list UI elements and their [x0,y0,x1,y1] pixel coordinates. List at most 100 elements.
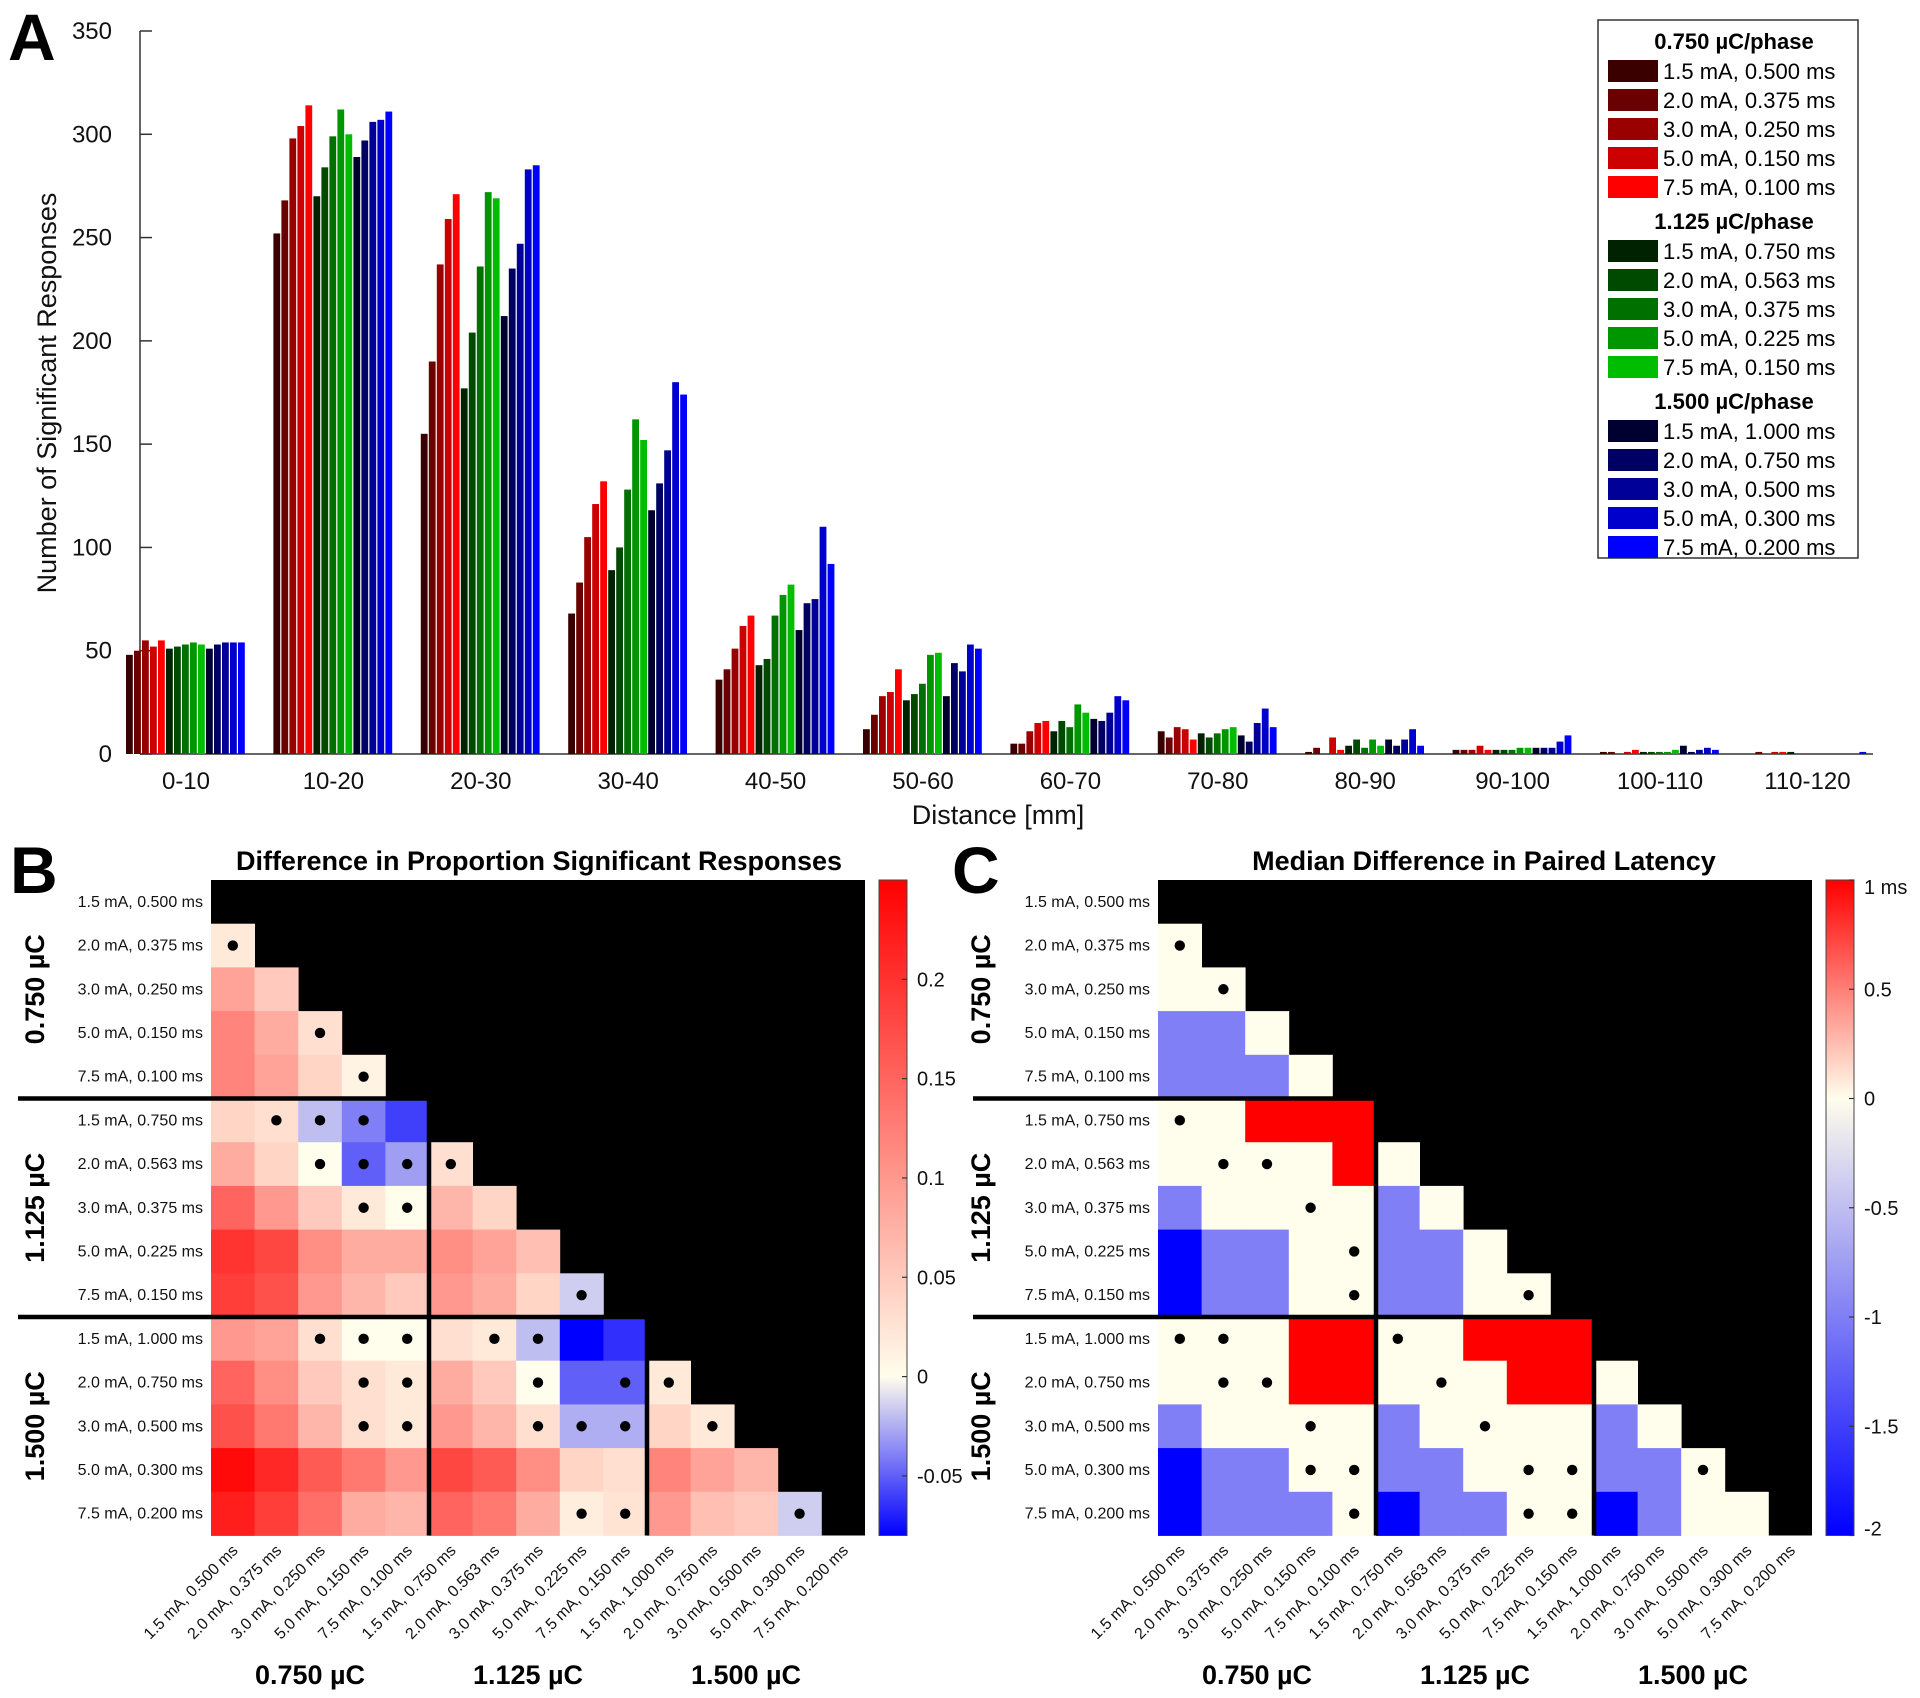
row-label: 7.5 mA, 0.150 ms [1025,1287,1150,1304]
row-label: 5.0 mA, 0.225 ms [78,1243,203,1260]
row-label: 7.5 mA, 0.150 ms [78,1287,203,1304]
heatmap-cell [1376,1273,1420,1318]
bar [174,646,181,754]
heatmap-cell [1594,1448,1638,1493]
legend-entry-label: 2.0 mA, 0.563 ms [1663,268,1835,293]
legend-swatch [1608,176,1658,198]
heatmap-cell [211,1098,255,1143]
heatmap-cell [1506,1317,1551,1362]
significance-dot [1349,1508,1360,1519]
row-label: 2.0 mA, 0.750 ms [1025,1375,1150,1392]
bar [1165,737,1173,754]
bar [1564,735,1572,754]
bar [297,126,305,755]
heatmap-cell [429,1448,473,1493]
bar [1624,751,1631,754]
heatmap-cell [1463,1360,1508,1405]
bar [624,489,631,754]
heatmap-cell [1201,1054,1246,1099]
heatmap-cell [1376,1229,1420,1274]
significance-dot [532,1377,544,1388]
bar [1688,751,1695,754]
heatmap-cell [211,1491,255,1536]
bar [827,563,835,754]
bar [369,121,377,755]
bar [1213,733,1221,754]
bar [640,440,647,754]
heatmap-cell [472,1448,517,1493]
heatmap-cell [385,1491,430,1536]
legend-swatch [1608,356,1658,378]
bar [747,615,755,754]
bar [281,200,289,755]
legend-entry-label: 5.0 mA, 0.300 ms [1663,506,1835,531]
bar [656,483,663,754]
heatmap-cell [1594,1404,1638,1449]
significance-dot [358,1158,369,1170]
heatmap-cell [254,967,299,1012]
bar [1672,749,1679,754]
heatmap-cell [1201,1229,1246,1274]
heatmap-cell [1332,1185,1377,1230]
heatmap-cell [385,1273,430,1318]
significance-dot [1697,1464,1709,1476]
bar [943,696,950,754]
heatmap-cell [559,1448,604,1493]
row-label: 1.5 mA, 0.500 ms [78,894,203,911]
bar [1608,751,1615,754]
significance-dot [1261,1158,1273,1170]
column-group-label: 1.500 µC [1638,1660,1748,1690]
heatmap-cell [211,1185,255,1230]
heatmap-cell [298,1448,343,1493]
bar [452,194,460,755]
significance-dot [402,1158,413,1170]
heatmap-cell [211,967,255,1012]
x-tick-label: 10-20 [303,768,364,795]
significance-dot [576,1508,587,1519]
bar [903,700,910,754]
heatmap-cell [1158,1491,1202,1536]
row-group-label: 0.750 µC [966,934,996,1044]
heatmap-c: 1.5 mA, 0.500 ms1.5 mA, 0.500 ms2.0 mA, … [966,877,1907,1690]
heatmap-cell [341,1229,386,1274]
significance-dot [358,1202,369,1213]
bar [1492,749,1500,754]
heatmap-cell [1594,1491,1638,1536]
bar [516,243,524,755]
bar [584,537,591,754]
bar [715,679,723,754]
row-label: 1.5 mA, 1.000 ms [1025,1331,1150,1348]
bar [919,683,926,754]
bar [771,615,779,754]
bar [1361,747,1368,754]
bar [385,111,393,754]
heatmap-cell [647,1448,691,1493]
row-group-label: 1.500 µC [966,1371,996,1481]
heatmap-cell [1419,1448,1464,1493]
bar [1516,747,1524,754]
row-group-label: 0.750 µC [20,934,50,1044]
bar [879,696,886,754]
heatmap-cell [647,1404,691,1449]
bar [959,671,966,754]
significance-dot [358,1377,369,1388]
row-label: 1.5 mA, 0.500 ms [1025,894,1150,911]
legend-swatch [1608,298,1658,320]
heatmap-cell [1463,1448,1508,1493]
bar [787,584,795,754]
heatmap-cell [1463,1491,1508,1536]
colorbar-tick-label: 0.15 [917,1069,956,1091]
colorbar-tick-label: -0.05 [917,1466,963,1488]
bar [238,642,245,754]
bar [1771,751,1779,754]
heatmap-cell [1419,1491,1464,1536]
y-tick-label: 300 [72,121,112,148]
bar [329,136,337,754]
y-tick-label: 100 [72,534,112,561]
bar [500,316,508,754]
bar [444,218,452,755]
panel-b: B Difference in Proportion Significant R… [10,833,963,1690]
heatmap-cell [298,1054,343,1099]
bar-chart-bars [126,105,1867,755]
heatmap-cell [211,1448,255,1493]
